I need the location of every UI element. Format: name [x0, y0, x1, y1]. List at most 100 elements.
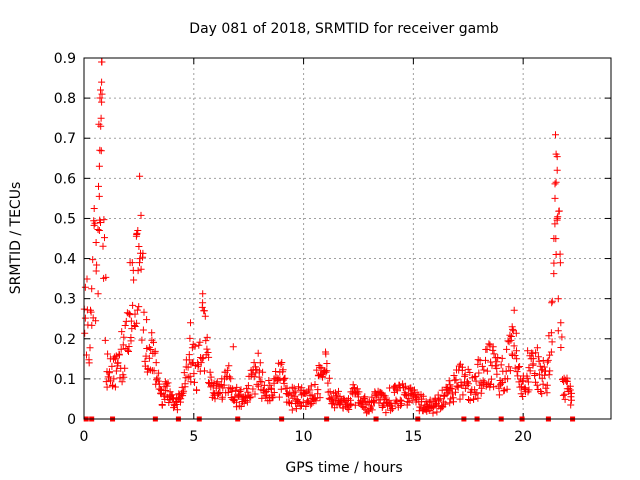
data-point: [252, 369, 260, 377]
data-point: [307, 401, 315, 409]
data-point: [191, 342, 199, 350]
data-point: [548, 299, 556, 307]
data-point: [301, 390, 309, 397]
data-point: [479, 377, 487, 385]
data-point: [478, 362, 486, 370]
data-point: [220, 381, 228, 389]
data-point: [567, 401, 575, 409]
data-point: [475, 369, 483, 377]
data-point: [519, 377, 527, 385]
data-point: [449, 394, 457, 402]
data-point: [483, 345, 491, 353]
y-tick-label: 0.7: [54, 131, 76, 147]
data-point: [131, 310, 139, 318]
data-point: [493, 370, 501, 378]
data-point: [100, 216, 108, 224]
data-point: [322, 350, 330, 358]
data-point: [323, 360, 331, 367]
data-point: [422, 397, 430, 405]
data-point: [555, 207, 563, 215]
data-point: [552, 251, 560, 258]
data-point: [327, 394, 335, 402]
data-point: [543, 381, 551, 389]
data-point: [133, 306, 141, 314]
data-point: [206, 368, 214, 376]
data-point: [153, 376, 160, 384]
data-point: [532, 378, 539, 386]
data-point: [202, 337, 210, 345]
data-point: [101, 234, 108, 242]
data-point: [515, 378, 523, 386]
data-point: [397, 397, 405, 405]
data-point: [95, 162, 103, 170]
data-point: [552, 131, 559, 139]
data-point: [277, 385, 285, 393]
data-point: [541, 371, 549, 379]
y-tick-label: 0.6: [54, 171, 76, 187]
y-tick-label: 0.8: [54, 91, 76, 107]
data-point: [493, 358, 501, 366]
data-point: [495, 391, 503, 399]
data-point: [203, 333, 211, 341]
data-point: [131, 323, 139, 330]
data-point: [102, 378, 110, 386]
data-point: [548, 338, 556, 346]
data-point: [458, 366, 466, 374]
data-point: [95, 227, 103, 234]
x-tick-label: 15: [404, 429, 422, 445]
data-point: [370, 398, 377, 406]
data-point: [148, 329, 156, 337]
data-point: [266, 381, 274, 389]
data-point: [324, 379, 332, 387]
y-tick-label: 0.1: [54, 372, 76, 388]
data-point: [223, 366, 231, 374]
data-point: [325, 374, 333, 382]
data-point: [87, 308, 95, 316]
data-point: [553, 153, 561, 161]
data-point: [544, 356, 552, 364]
data-point: [386, 401, 394, 409]
data-point: [83, 275, 91, 283]
data-point: [525, 386, 533, 394]
data-point: [173, 406, 181, 414]
data-point: [546, 351, 554, 359]
data-point: [500, 387, 508, 395]
data-point: [118, 378, 126, 386]
data-point: [487, 358, 495, 366]
data-point: [314, 386, 322, 394]
data-point: [552, 178, 560, 186]
data-point: [390, 388, 398, 396]
data-point: [292, 388, 300, 396]
data-point: [486, 341, 494, 349]
tick-labels: 0 0.1 0.2 0.3 0.4 0.5 0.6 0.7 0.8 0.9 0 5 10 15 20: [54, 51, 532, 445]
data-point: [95, 182, 102, 190]
data-point: [298, 384, 306, 392]
data-point: [226, 373, 234, 381]
data-point: [97, 122, 105, 130]
data-point: [139, 249, 147, 257]
data-point: [403, 398, 411, 406]
data-point: [523, 372, 531, 380]
data-point: [510, 306, 518, 314]
data-point: [94, 290, 102, 298]
data-point: [539, 380, 547, 388]
data-point: [97, 114, 105, 122]
data-point: [127, 317, 135, 325]
data-point: [542, 384, 550, 392]
data-point: [162, 380, 170, 388]
data-point: [494, 354, 502, 361]
y-tick-label: 0: [67, 412, 76, 428]
data-point: [455, 362, 463, 370]
data-point: [333, 392, 341, 400]
data-point: [312, 397, 320, 405]
data-point: [456, 395, 464, 403]
data-point: [101, 336, 109, 344]
data-point: [258, 394, 266, 402]
data-point: [545, 371, 553, 379]
data-point: [137, 211, 145, 219]
data-point: [95, 192, 103, 200]
data-point: [316, 394, 324, 402]
data-point: [270, 389, 278, 396]
grid: [84, 58, 611, 419]
